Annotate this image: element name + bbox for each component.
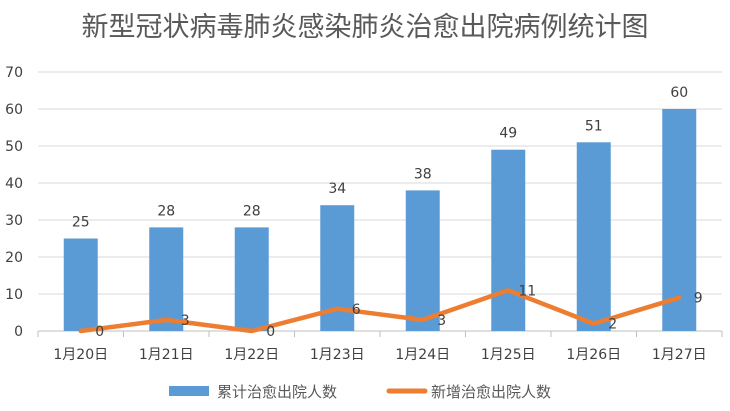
bar: [405, 190, 440, 331]
line-data-label: 0: [266, 324, 275, 340]
line-series: [78, 288, 682, 334]
y-axis-ticks: 0 10 20 30 40 50 60 70: [5, 65, 23, 340]
bar-data-label: 49: [499, 126, 517, 142]
x-tick-label: 1月26日: [566, 347, 621, 363]
x-tick-label: 1月27日: [652, 347, 707, 363]
chart-title: 新型冠状病毒肺炎感染肺炎治愈出院病例统计图: [82, 12, 649, 43]
gridlines: [38, 71, 722, 332]
bar: [63, 238, 98, 331]
data-labels: 25 28 28 34 38 49 51 60 0 3 0 6 3 11 2 9: [72, 85, 703, 340]
bar-data-label: 38: [414, 166, 432, 182]
y-tick-label: 50: [5, 139, 23, 155]
bar-data-label: 60: [670, 85, 688, 101]
bar: [662, 109, 697, 331]
y-tick-label: 40: [5, 176, 23, 192]
x-axis-ticks: 1月20日 1月21日 1月22日 1月23日 1月24日 1月25日 1月26日 1月27日: [37, 331, 723, 363]
line-data-label: 3: [181, 313, 190, 329]
x-tick-label: 1月20日: [53, 347, 108, 363]
bar-series: [63, 109, 697, 331]
line-data-label: 9: [694, 291, 703, 307]
bar-data-label: 28: [243, 203, 261, 219]
bar-data-label: 28: [157, 203, 175, 219]
bar: [149, 227, 184, 331]
y-tick-label: 20: [5, 250, 23, 266]
bar: [491, 149, 526, 331]
line-data-label: 0: [95, 324, 104, 340]
y-tick-label: 0: [14, 324, 23, 340]
bar-data-label: 25: [72, 215, 90, 231]
line-data-label: 2: [608, 317, 617, 333]
x-tick-label: 1月25日: [481, 347, 536, 363]
line-data-label: 6: [352, 302, 361, 318]
legend: 累计治愈出院人数 新增治愈出院人数: [169, 383, 551, 401]
legend-label-line-series: 新增治愈出院人数: [431, 383, 551, 401]
bar-data-label: 34: [328, 181, 346, 197]
line-data-label: 3: [437, 313, 446, 329]
x-tick-label: 1月23日: [310, 347, 365, 363]
x-tick-label: 1月24日: [395, 347, 450, 363]
legend-label-bar-series: 累计治愈出院人数: [217, 383, 337, 401]
y-tick-label: 70: [5, 65, 23, 81]
bar: [234, 227, 269, 331]
bar: [576, 142, 611, 331]
x-tick-label: 1月21日: [139, 347, 194, 363]
y-tick-label: 60: [5, 102, 23, 118]
bar-data-label: 51: [585, 118, 603, 134]
line-data-label: 11: [518, 283, 536, 299]
legend-swatch-bar-series: [169, 386, 209, 396]
y-tick-label: 10: [5, 287, 23, 303]
y-tick-label: 30: [5, 213, 23, 229]
x-tick-label: 1月22日: [224, 347, 279, 363]
line-series-path: [78, 288, 682, 334]
